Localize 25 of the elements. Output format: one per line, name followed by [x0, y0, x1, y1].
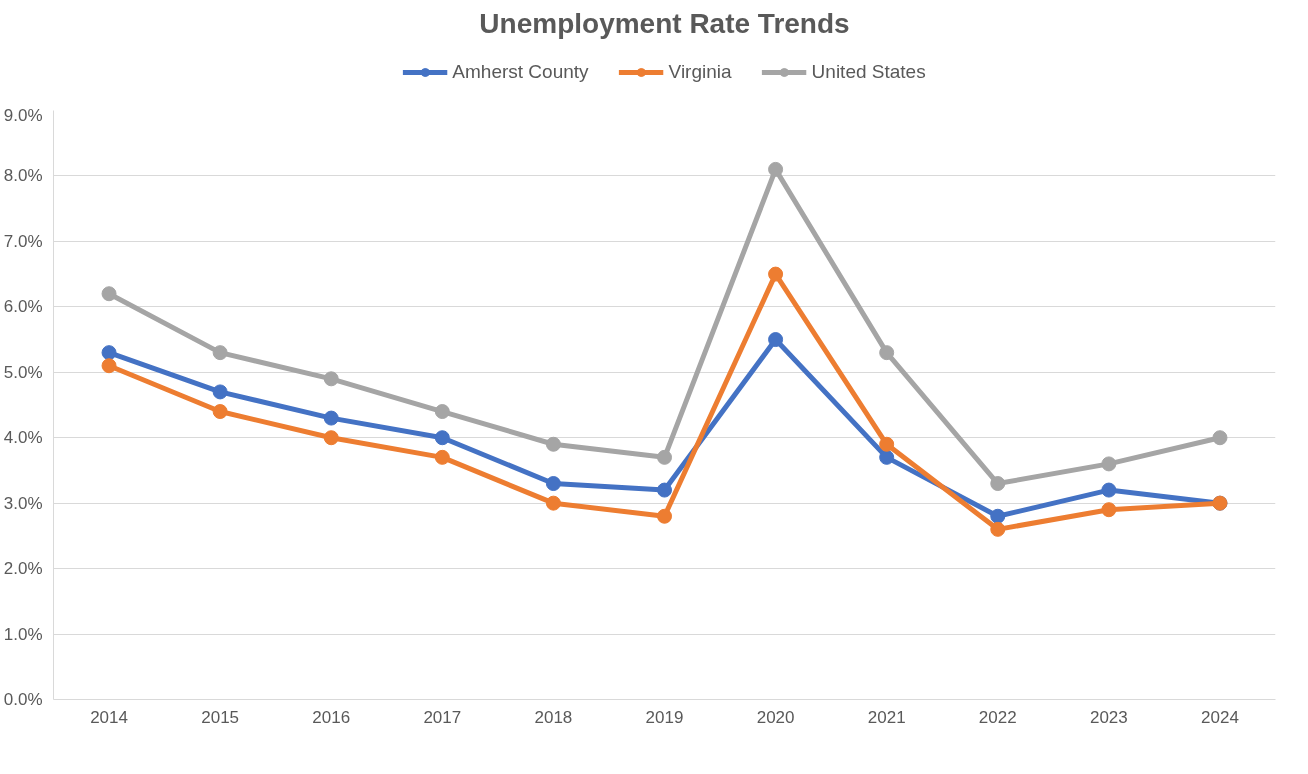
legend-label: United States: [811, 60, 926, 83]
legend-label: Amherst County: [452, 60, 589, 83]
y-tick-label: 9.0%: [3, 105, 43, 125]
x-tick-label: 2017: [423, 707, 462, 727]
y-tick-label: 5.0%: [3, 362, 43, 382]
y-tick-label: 6.0%: [3, 297, 43, 317]
y-tick-label: 0.0%: [3, 690, 43, 709]
x-tick-label: 2021: [867, 707, 906, 727]
chart-title: Unemployment Rate Trends: [479, 7, 850, 39]
x-tick-label: 2019: [645, 707, 684, 727]
y-tick-label: 2.0%: [3, 559, 43, 579]
y-tick-label: 7.0%: [3, 231, 43, 251]
legend-label: Virginia: [668, 60, 732, 83]
y-tick-label: 3.0%: [3, 493, 43, 513]
x-tick-label: 2018: [534, 707, 573, 727]
x-tick-label: 2024: [1201, 707, 1239, 727]
x-tick-label: 2016: [312, 707, 351, 727]
x-tick-label: 2014: [90, 707, 128, 727]
x-tick-label: 2022: [978, 707, 1017, 727]
y-tick-label: 4.0%: [3, 428, 43, 448]
x-tick-label: 2023: [1089, 707, 1128, 727]
x-tick-label: 2015: [201, 707, 240, 727]
y-tick-label: 1.0%: [3, 624, 43, 644]
y-tick-label: 8.0%: [3, 166, 43, 186]
x-tick-label: 2020: [756, 707, 795, 727]
